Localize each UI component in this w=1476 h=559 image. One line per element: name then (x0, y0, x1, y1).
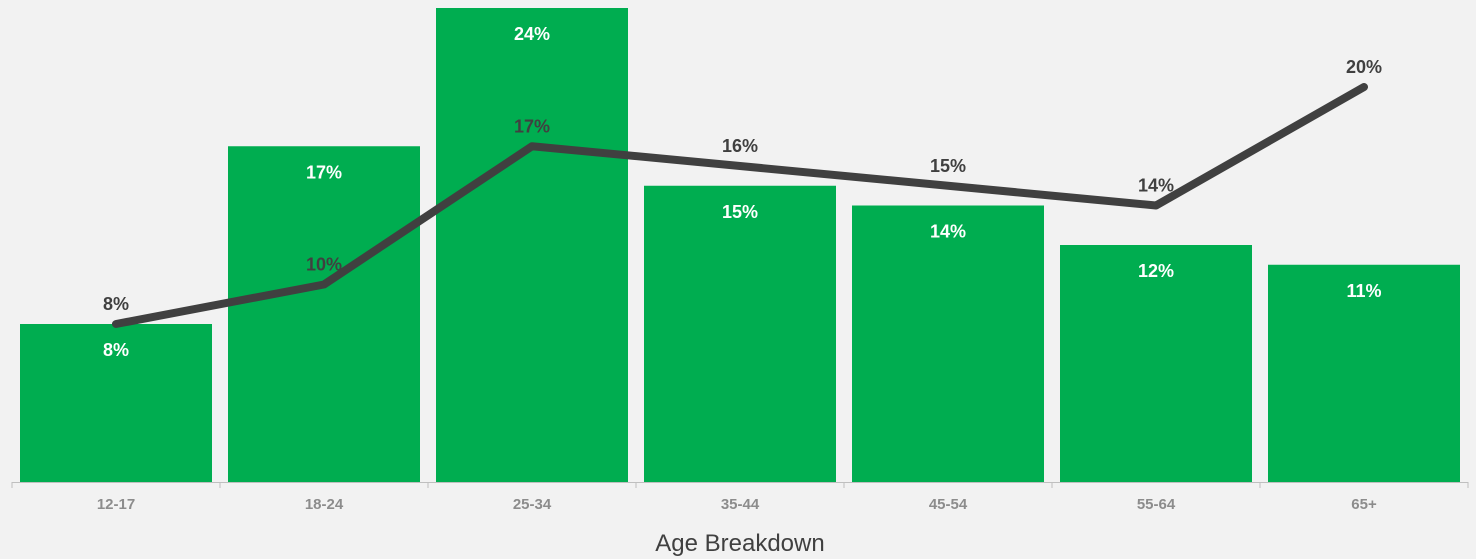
x-tick-label-45-54: 45-54 (929, 496, 968, 513)
bar-label-18-24: 17% (306, 162, 342, 182)
bar-label-55-64: 12% (1138, 261, 1174, 281)
bar-data-labels: 8% 17% 24% 15% 14% 12% 11% (103, 24, 1382, 360)
x-axis-ticks (11, 482, 1469, 488)
bar-label-35-44: 15% (722, 202, 758, 222)
bar-label-25-34: 24% (514, 24, 550, 44)
bar-12-17 (20, 324, 212, 482)
line-label-25-34: 17% (514, 116, 550, 136)
bar-55-64 (1060, 245, 1252, 482)
bar-25-34 (436, 8, 628, 482)
x-tick-label-35-44: 35-44 (721, 496, 760, 513)
bar-label-12-17: 8% (103, 340, 129, 360)
x-axis-tick-labels: 12-17 18-24 25-34 35-44 45-54 55-64 65+ (97, 496, 1377, 513)
bar-35-44 (644, 185, 836, 482)
line-label-12-17: 8% (103, 294, 129, 314)
line-data-labels: 8% 10% 17% 16% 15% 14% 20% (103, 57, 1382, 314)
bar-18-24 (228, 146, 420, 482)
line-label-35-44: 16% (722, 136, 758, 156)
x-tick-label-55-64: 55-64 (1137, 496, 1176, 513)
bar-label-45-54: 14% (930, 222, 966, 242)
x-tick-label-25-34: 25-34 (513, 496, 552, 513)
bar-label-65+: 11% (1346, 281, 1381, 301)
x-tick-label-18-24: 18-24 (305, 496, 344, 513)
line-label-45-54: 15% (930, 156, 966, 176)
bar-65+ (1268, 264, 1460, 482)
line-series (112, 83, 1368, 328)
x-axis-title: Age Breakdown (655, 530, 824, 557)
line-label-55-64: 14% (1138, 176, 1174, 196)
line-label-65+: 20% (1346, 57, 1382, 77)
bar-45-54 (852, 205, 1044, 482)
x-tick-label-12-17: 12-17 (97, 496, 135, 513)
bar-series (20, 8, 1460, 482)
x-tick-label-65+: 65+ (1351, 496, 1377, 513)
line-label-18-24: 10% (306, 255, 342, 275)
